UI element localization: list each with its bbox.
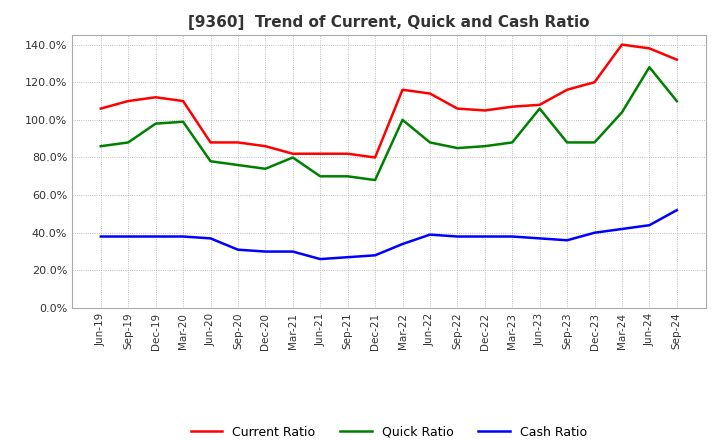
Cash Ratio [645,223,654,228]
Quick Ratio [563,140,572,145]
Quick Ratio [289,155,297,160]
Cash Ratio [124,234,132,239]
Cash Ratio [233,247,242,252]
Cash Ratio [480,234,489,239]
Quick Ratio [453,146,462,151]
Quick Ratio [96,143,105,149]
Current Ratio [316,151,325,156]
Current Ratio [590,80,599,85]
Quick Ratio [316,174,325,179]
Quick Ratio [480,143,489,149]
Current Ratio [261,143,270,149]
Cash Ratio [563,238,572,243]
Current Ratio [426,91,434,96]
Title: [9360]  Trend of Current, Quick and Cash Ratio: [9360] Trend of Current, Quick and Cash … [188,15,590,30]
Quick Ratio [151,121,160,126]
Cash Ratio [316,257,325,262]
Current Ratio [206,140,215,145]
Quick Ratio [426,140,434,145]
Quick Ratio [124,140,132,145]
Current Ratio [398,87,407,92]
Line: Quick Ratio: Quick Ratio [101,67,677,180]
Quick Ratio [233,162,242,168]
Quick Ratio [206,158,215,164]
Cash Ratio [96,234,105,239]
Line: Cash Ratio: Cash Ratio [101,210,677,259]
Quick Ratio [179,119,187,125]
Cash Ratio [179,234,187,239]
Current Ratio [124,99,132,104]
Cash Ratio [151,234,160,239]
Current Ratio [151,95,160,100]
Current Ratio [508,104,516,109]
Cash Ratio [590,230,599,235]
Current Ratio [672,57,681,62]
Current Ratio [563,87,572,92]
Quick Ratio [343,174,352,179]
Quick Ratio [590,140,599,145]
Cash Ratio [398,242,407,247]
Current Ratio [371,155,379,160]
Cash Ratio [453,234,462,239]
Legend: Current Ratio, Quick Ratio, Cash Ratio: Current Ratio, Quick Ratio, Cash Ratio [186,421,592,440]
Current Ratio [453,106,462,111]
Current Ratio [645,46,654,51]
Current Ratio [618,42,626,47]
Cash Ratio [536,236,544,241]
Quick Ratio [536,106,544,111]
Current Ratio [343,151,352,156]
Current Ratio [96,106,105,111]
Current Ratio [480,108,489,113]
Quick Ratio [398,117,407,122]
Current Ratio [289,151,297,156]
Quick Ratio [508,140,516,145]
Cash Ratio [508,234,516,239]
Quick Ratio [261,166,270,172]
Quick Ratio [645,65,654,70]
Cash Ratio [206,236,215,241]
Cash Ratio [289,249,297,254]
Cash Ratio [672,208,681,213]
Quick Ratio [618,110,626,115]
Quick Ratio [371,177,379,183]
Current Ratio [536,102,544,107]
Cash Ratio [261,249,270,254]
Quick Ratio [672,99,681,104]
Cash Ratio [343,255,352,260]
Cash Ratio [371,253,379,258]
Line: Current Ratio: Current Ratio [101,44,677,158]
Cash Ratio [426,232,434,237]
Current Ratio [179,99,187,104]
Current Ratio [233,140,242,145]
Cash Ratio [618,226,626,231]
